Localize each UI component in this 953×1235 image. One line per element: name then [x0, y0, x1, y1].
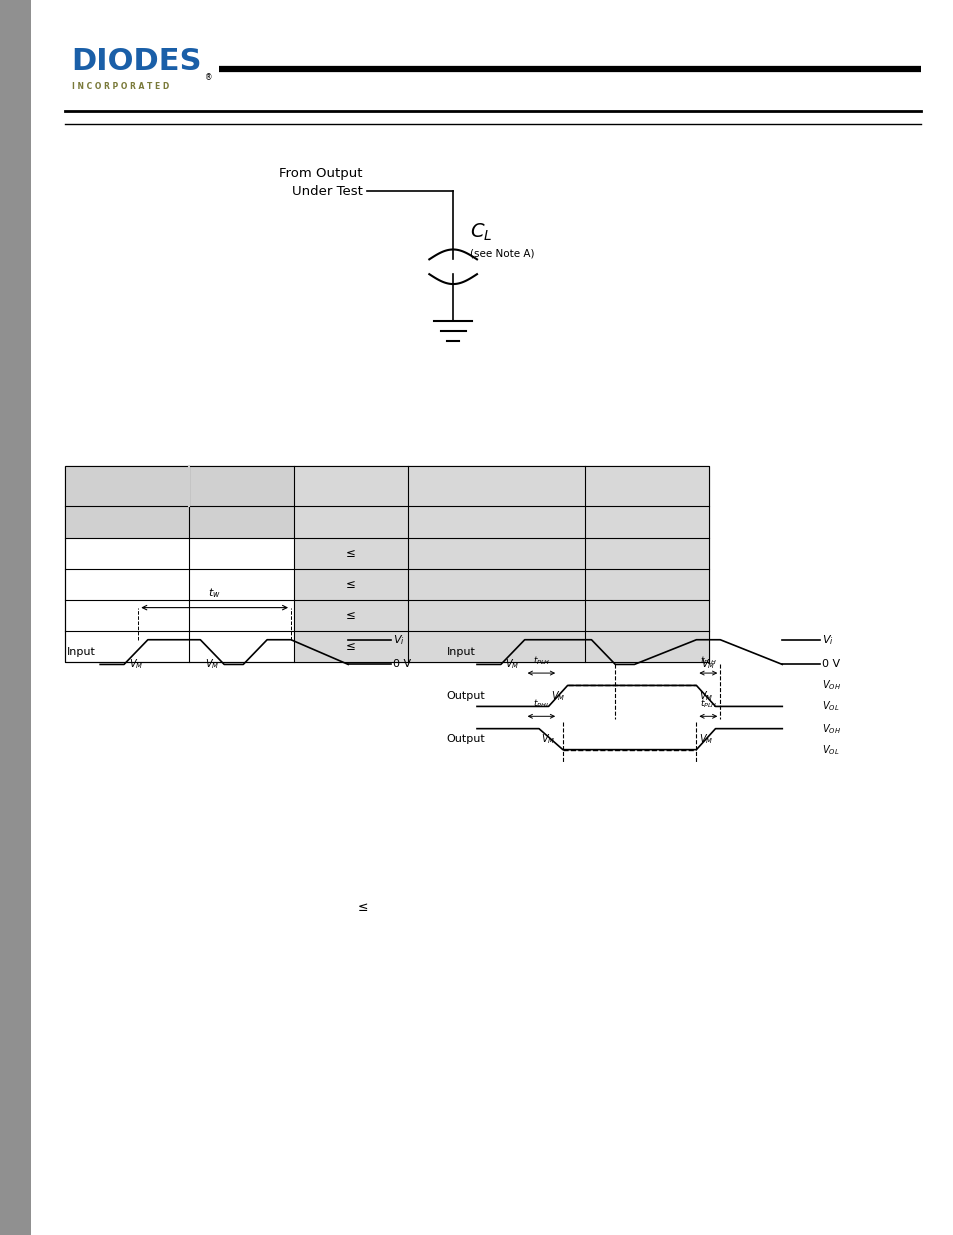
Text: I N C O R P O R A T E D: I N C O R P O R A T E D [71, 82, 169, 91]
Text: ≤: ≤ [346, 547, 355, 561]
Text: $V_M$: $V_M$ [504, 657, 519, 671]
Text: ≤: ≤ [356, 902, 368, 914]
Text: $t_w$: $t_w$ [208, 587, 221, 600]
Text: 0 V: 0 V [393, 659, 411, 669]
Bar [0, 0, 30, 1235]
Text: Output: Output [446, 734, 485, 745]
Bar [294, 466, 708, 662]
Text: $V_M$: $V_M$ [698, 732, 713, 746]
Text: ®: ® [205, 73, 213, 83]
Text: $V_i$: $V_i$ [821, 632, 833, 647]
Text: $t_{PLH}$: $t_{PLH}$ [532, 655, 550, 667]
Text: $V_{OH}$: $V_{OH}$ [821, 721, 841, 736]
Text: (see Note A): (see Note A) [470, 248, 535, 258]
Text: $V_M$: $V_M$ [700, 657, 715, 671]
Bar [65, 466, 708, 538]
Text: Input: Input [67, 647, 95, 657]
Text: $t_{PLH}$: $t_{PLH}$ [699, 655, 717, 667]
Text: DIODES: DIODES [71, 47, 202, 77]
Text: ≤: ≤ [346, 640, 355, 653]
Text: $t_{PHL}$: $t_{PHL}$ [532, 698, 550, 710]
Text: $V_{OH}$: $V_{OH}$ [821, 678, 841, 693]
Text: $V_M$: $V_M$ [540, 732, 556, 746]
Text: ≤: ≤ [346, 609, 355, 622]
Text: 0 V: 0 V [821, 659, 840, 669]
Text: From Output
Under Test: From Output Under Test [278, 167, 362, 199]
Text: $C_L$: $C_L$ [470, 221, 492, 243]
Text: $V_M$: $V_M$ [698, 689, 713, 703]
Text: $V_{OL}$: $V_{OL}$ [821, 699, 839, 714]
Text: Output: Output [446, 690, 485, 701]
Text: Input: Input [446, 647, 475, 657]
Text: $t_{PLH}$: $t_{PLH}$ [699, 698, 717, 710]
Text: $V_i$: $V_i$ [393, 632, 404, 647]
Bar [65, 466, 708, 662]
Text: $V_M$: $V_M$ [129, 657, 143, 671]
Text: $V_M$: $V_M$ [550, 689, 565, 703]
Text: $V_M$: $V_M$ [205, 657, 219, 671]
Bar [65, 466, 708, 662]
Text: ≤: ≤ [346, 578, 355, 592]
Text: $V_{OL}$: $V_{OL}$ [821, 742, 839, 757]
